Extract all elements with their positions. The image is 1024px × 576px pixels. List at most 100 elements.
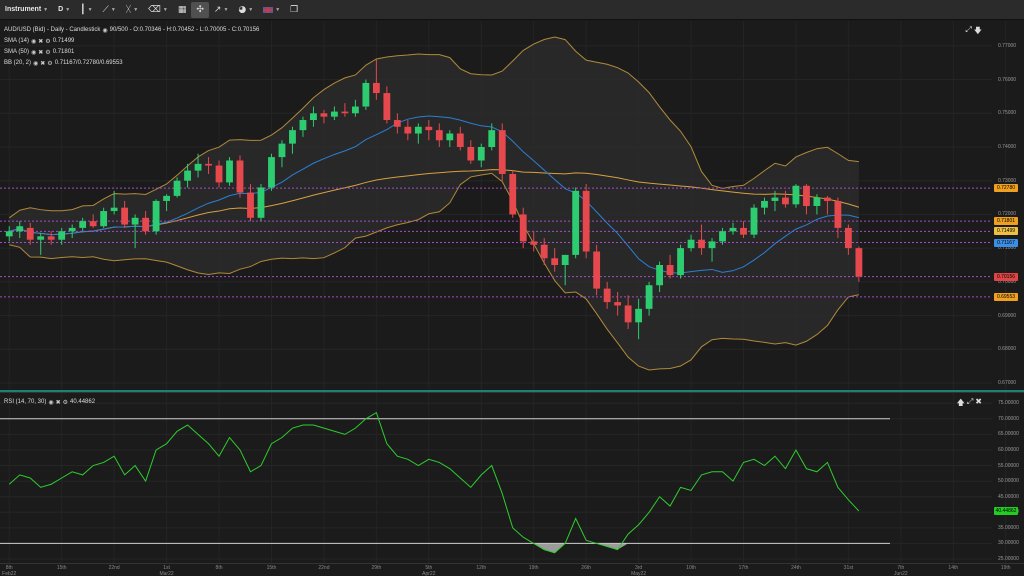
time-tick-label: 31st bbox=[843, 565, 854, 571]
time-tick-label: 3rd May22 bbox=[631, 565, 647, 576]
gear-icon[interactable]: ⚙ bbox=[45, 38, 51, 45]
bollinger-lower-line bbox=[9, 172, 859, 371]
candle-body bbox=[813, 197, 821, 206]
rsi-chart[interactable] bbox=[0, 393, 1024, 564]
price-axis[interactable]: 0.77000 0.76000 0.75000 0.74000 0.73000 0.720… bbox=[994, 21, 1024, 390]
price-tick-label: 0.73000 bbox=[998, 177, 1017, 184]
layout-button[interactable]: ▦ bbox=[173, 0, 192, 20]
price-tick-label: 0.75000 bbox=[998, 110, 1017, 117]
price-tick-label: 0.71000 bbox=[998, 245, 1017, 252]
sma50-value: 0.71801 bbox=[52, 49, 75, 55]
candle-body bbox=[152, 200, 160, 232]
price-chart[interactable] bbox=[0, 21, 1024, 390]
rsi-tick-label: 50.00000 bbox=[998, 478, 1019, 485]
eye-icon[interactable]: ◉ bbox=[33, 60, 39, 67]
rsi-value: 40.44862 bbox=[70, 399, 96, 405]
indicator-button[interactable]: ᚷ ▼ bbox=[121, 0, 143, 20]
bollinger-band-fill bbox=[9, 37, 859, 370]
rsi-tick-label: 65.00000 bbox=[998, 431, 1019, 438]
period-label: D bbox=[58, 6, 64, 13]
trend-button[interactable]: ↗ ▼ bbox=[209, 0, 234, 20]
candle-body bbox=[666, 265, 674, 276]
close-icon[interactable]: ✖ bbox=[40, 60, 46, 67]
candle-body bbox=[173, 180, 181, 196]
candle-body bbox=[110, 207, 118, 212]
bollinger-upper-line bbox=[8, 36, 859, 219]
popout-button[interactable]: ❐ bbox=[285, 0, 303, 20]
gear-icon[interactable]: ⚙ bbox=[45, 49, 51, 56]
layout-icon: ▦ bbox=[177, 4, 187, 15]
candle-body bbox=[519, 214, 527, 242]
rsi-pane-controls: 🡅 ⤢ ✖ bbox=[957, 397, 982, 411]
candle-body bbox=[561, 254, 569, 265]
rsi-line bbox=[8, 411, 860, 554]
trend-icon: ↗ bbox=[213, 4, 222, 15]
candle-body bbox=[100, 211, 108, 227]
candle-body bbox=[163, 195, 170, 201]
time-axis[interactable]: 8th Feb22 15th 22nd 1st Mar22 8th 15th 22nd 29th 5… bbox=[0, 563, 1024, 576]
rsi-pane[interactable]: RSI (14, 70, 30) ◉ ✖ ⚙ 40.44862 🡅 ⤢ ✖ 75… bbox=[0, 392, 1024, 564]
instrument-selector[interactable]: Instrument ▼ bbox=[0, 0, 53, 20]
period-selector[interactable]: D ▼ bbox=[53, 0, 75, 20]
sma14-line bbox=[9, 115, 859, 274]
candle-body bbox=[215, 165, 223, 183]
price-tag: 0.72780 bbox=[994, 184, 1018, 193]
candle-body bbox=[446, 133, 454, 141]
rsi-tick-label: 35.00000 bbox=[998, 524, 1019, 531]
sma50-label: SMA (50) bbox=[4, 49, 30, 55]
theme-button[interactable]: ◕ ▼ bbox=[233, 0, 258, 20]
candle-body bbox=[603, 288, 611, 303]
candle-body bbox=[68, 227, 76, 232]
eye-icon[interactable]: ◉ bbox=[102, 27, 108, 34]
candle-body bbox=[488, 130, 496, 147]
close-icon[interactable]: ✖ bbox=[38, 49, 44, 56]
price-tag: 0.71167 bbox=[994, 238, 1018, 247]
arrow-down-icon[interactable]: 🡇 bbox=[973, 26, 982, 35]
price-chart-pane[interactable]: AUD/USD (Bid) - Daily - Candlestick ◉ 90… bbox=[0, 21, 1024, 390]
candle-body bbox=[551, 258, 559, 265]
candle-body bbox=[792, 185, 800, 205]
rsi-tick-label: 70.00000 bbox=[998, 415, 1019, 422]
pane-divider[interactable] bbox=[0, 390, 1024, 392]
eye-icon[interactable]: ◉ bbox=[31, 49, 37, 56]
candle-body bbox=[687, 239, 695, 249]
candle-body bbox=[47, 236, 55, 240]
price-tick-label: 0.70000 bbox=[998, 278, 1017, 285]
expand-icon[interactable]: ⤢ bbox=[966, 397, 974, 406]
candle-body bbox=[404, 126, 412, 134]
chart-type-icon: ┃ bbox=[80, 4, 86, 15]
close-icon[interactable]: ✖ bbox=[55, 399, 61, 406]
expand-icon[interactable]: ⤢ bbox=[965, 25, 972, 34]
trash-button[interactable]: ⌫ ▼ bbox=[143, 0, 173, 20]
price-tick-label: 0.77000 bbox=[998, 42, 1017, 49]
time-tick-label: 29th bbox=[371, 565, 382, 571]
arrow-up-icon[interactable]: 🡅 bbox=[956, 398, 965, 407]
eye-icon[interactable]: ◉ bbox=[31, 38, 37, 45]
time-tick-label: 15th bbox=[56, 565, 67, 571]
eye-icon[interactable]: ◉ bbox=[48, 399, 54, 406]
chart-type-button[interactable]: ┃ ▼ bbox=[75, 0, 97, 20]
price-tag: 0.69553 bbox=[994, 292, 1018, 301]
time-tick-label: 10th bbox=[686, 565, 696, 571]
draw-line-button[interactable]: ⟋ ▼ bbox=[98, 0, 121, 20]
rsi-tick-label: 55.00000 bbox=[998, 462, 1019, 469]
bb-value: 0.71167/0.72780/0.69553 bbox=[54, 60, 123, 66]
candle-body bbox=[477, 147, 485, 161]
close-icon[interactable]: ✖ bbox=[975, 397, 982, 406]
candle-body bbox=[236, 160, 244, 193]
time-tick-label: 19th bbox=[528, 565, 539, 571]
gear-icon[interactable]: ⚙ bbox=[62, 399, 69, 406]
candle-body bbox=[834, 200, 842, 228]
candle-body bbox=[803, 185, 810, 206]
language-button[interactable]: ▼ bbox=[258, 0, 285, 20]
candle-body bbox=[844, 227, 852, 249]
candle-body bbox=[498, 130, 506, 174]
gear-icon[interactable]: ⚙ bbox=[47, 60, 53, 67]
rsi-tick-label: 45.00000 bbox=[998, 493, 1019, 500]
candle-body bbox=[771, 197, 779, 201]
crosshair-button[interactable]: ✣ bbox=[191, 1, 209, 18]
candle-body bbox=[26, 227, 34, 240]
close-icon[interactable]: ✖ bbox=[38, 38, 44, 45]
candle-body bbox=[5, 231, 13, 237]
rsi-axis[interactable]: 75.00000 70.00000 65.00000 60.00000 55.00000… bbox=[994, 393, 1024, 563]
